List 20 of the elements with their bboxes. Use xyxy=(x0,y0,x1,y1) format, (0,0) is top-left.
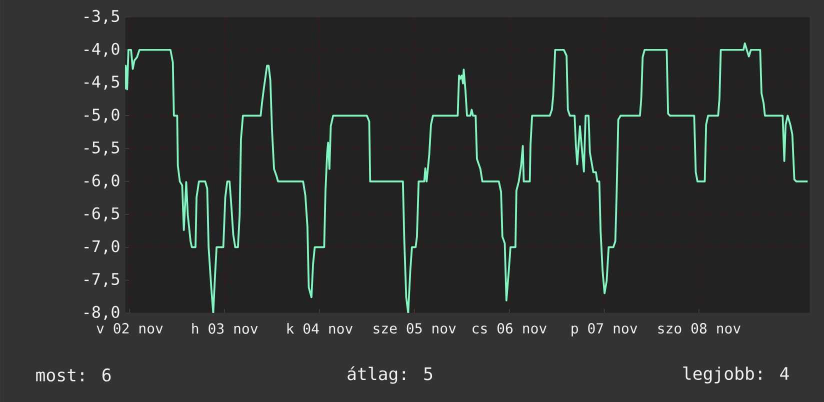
x-tick-label: p 07 nov xyxy=(572,323,638,336)
y-tick-label: -6,0 xyxy=(84,174,120,188)
x-tick-label: h 03 nov xyxy=(192,323,258,334)
x-tick-label: szo 08 nov xyxy=(658,323,740,334)
x-tick-label: sze 05 nov xyxy=(374,323,456,334)
y-tick-label: -7,0 xyxy=(84,240,120,254)
text: most: 6 xyxy=(36,368,111,382)
x-tick-label: v 02 nov xyxy=(96,323,163,334)
x-tick-label: cs 06 nov xyxy=(472,323,546,334)
y-tick-label: -4,0 xyxy=(84,42,120,57)
y-tick-label: -6,5 xyxy=(84,207,120,222)
text: átlag: 5 xyxy=(348,366,432,384)
text: legjobb: 4 xyxy=(683,366,789,384)
y-tick-label: -5,5 xyxy=(84,142,120,156)
y-tick-label: -8,0 xyxy=(84,306,120,320)
y-tick-label: -3,5 xyxy=(84,10,120,24)
y-tick-label: -7,5 xyxy=(84,273,120,288)
y-tick-label: -4,5 xyxy=(84,76,120,90)
x-tick-label: k 04 nov xyxy=(287,323,353,334)
y-tick-label: -5,0 xyxy=(84,108,120,123)
